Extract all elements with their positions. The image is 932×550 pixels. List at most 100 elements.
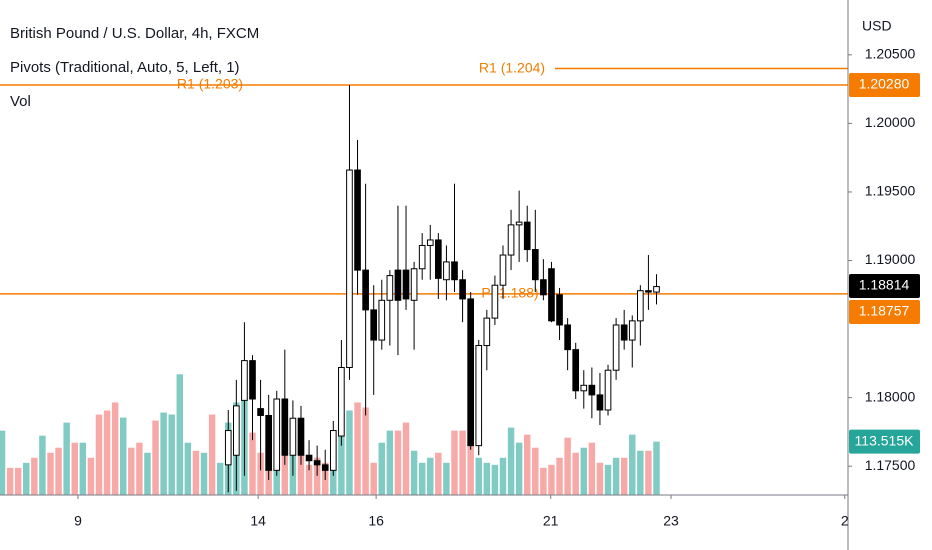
volume-bar xyxy=(467,417,474,495)
volume-bar xyxy=(103,410,111,495)
x-tick-label: 23 xyxy=(663,513,679,529)
last-price-tag xyxy=(849,274,920,299)
y-tick-label: 1.18000 xyxy=(865,388,916,404)
volume-bar xyxy=(515,442,523,495)
indicator-label: Pivots (Traditional, Auto, 5, Left, 1) xyxy=(10,59,240,76)
candle-body xyxy=(289,417,297,456)
candle-body xyxy=(233,405,240,456)
volume-bar xyxy=(63,422,70,495)
volume-bar xyxy=(548,464,555,495)
candle-body xyxy=(321,464,329,471)
candle-body xyxy=(241,360,248,401)
last-price-tag-label: 1.18814 xyxy=(859,277,910,293)
candle-body xyxy=(297,417,305,456)
volume-bar xyxy=(71,442,78,495)
candle-body xyxy=(588,384,596,396)
candle-body xyxy=(313,460,321,466)
volume-bar xyxy=(523,434,531,495)
volume-bar xyxy=(418,462,426,495)
volume-bar xyxy=(362,407,369,495)
volume-bar xyxy=(491,464,499,495)
volume-bar xyxy=(596,462,604,495)
volume-bar xyxy=(297,442,305,495)
volume-bar xyxy=(168,414,175,495)
candle-body xyxy=(637,290,644,322)
volume-bar xyxy=(588,442,596,495)
candle-body xyxy=(354,169,361,271)
candle-body xyxy=(394,269,402,301)
candle-body xyxy=(451,261,458,281)
volume-bar xyxy=(144,452,151,495)
volume-bar xyxy=(313,457,321,495)
candle-body xyxy=(580,384,588,392)
candle-body xyxy=(362,269,369,311)
volume-bar xyxy=(47,452,54,495)
currency-label: USD xyxy=(862,18,892,34)
volume-bar xyxy=(111,402,119,495)
indicator-label: Vol xyxy=(10,93,31,110)
volume-bar xyxy=(435,452,442,495)
volume-bar xyxy=(532,447,539,495)
volume-bar xyxy=(200,452,208,495)
pivot-label: P (1.188) xyxy=(481,285,538,301)
candle-body xyxy=(305,454,313,462)
candle-body xyxy=(612,324,620,371)
volume-bar xyxy=(338,434,345,495)
volume-bar xyxy=(629,434,636,495)
pivot-label: R1 (1.204) xyxy=(479,59,545,75)
volume-bar xyxy=(604,464,612,495)
volume-bar xyxy=(192,450,200,495)
candle-body xyxy=(329,430,337,471)
candle-body xyxy=(370,309,378,341)
candle-body xyxy=(645,290,652,293)
volume-bar xyxy=(540,467,547,495)
volume-bar xyxy=(637,450,644,495)
volume-bar xyxy=(443,462,450,495)
candle-body xyxy=(257,408,264,416)
volume-bar xyxy=(152,420,159,495)
candle-body xyxy=(596,394,604,411)
volume-bar xyxy=(378,442,386,495)
candle-body xyxy=(653,286,660,293)
candle-body xyxy=(443,261,450,281)
candle-body xyxy=(426,239,434,246)
volume-bar xyxy=(119,417,127,495)
volume-bar xyxy=(507,427,515,495)
candle-body xyxy=(459,279,466,300)
candle-body xyxy=(435,239,442,279)
volume-bar xyxy=(14,467,22,495)
volume-bar xyxy=(176,374,184,495)
x-tick-label: 9 xyxy=(74,513,82,529)
volume-tag-label: 113.515K xyxy=(855,432,915,448)
volume-bar xyxy=(160,412,167,495)
volume-bar xyxy=(95,414,103,495)
volume-bar xyxy=(184,442,192,495)
candle-body xyxy=(628,320,636,341)
volume-bar xyxy=(620,457,628,495)
candle-body xyxy=(467,298,474,447)
candle-body xyxy=(620,324,628,341)
volume-bar xyxy=(564,437,571,495)
level-tag-label: 1.18757 xyxy=(859,303,910,319)
y-tick-label: 1.20500 xyxy=(865,46,916,62)
volume-bar xyxy=(55,447,62,495)
candle-body xyxy=(540,279,547,296)
volume-bar xyxy=(459,430,466,495)
x-tick-label: 2 xyxy=(841,513,849,529)
volume-bar xyxy=(653,441,660,495)
volume-bar xyxy=(386,430,394,495)
volume-bar xyxy=(79,442,87,495)
volume-bar xyxy=(346,410,353,495)
volume-bar xyxy=(0,430,6,495)
candle-body xyxy=(491,284,499,319)
candle-body xyxy=(338,366,345,437)
x-tick-label: 14 xyxy=(250,513,266,529)
x-tick-label: 21 xyxy=(543,513,559,529)
candle-body xyxy=(475,345,483,447)
candle-body xyxy=(410,268,418,301)
volume-bar xyxy=(451,430,458,495)
volume-bar xyxy=(572,452,579,495)
volume-bar xyxy=(39,435,46,495)
volume-bar xyxy=(499,457,507,495)
